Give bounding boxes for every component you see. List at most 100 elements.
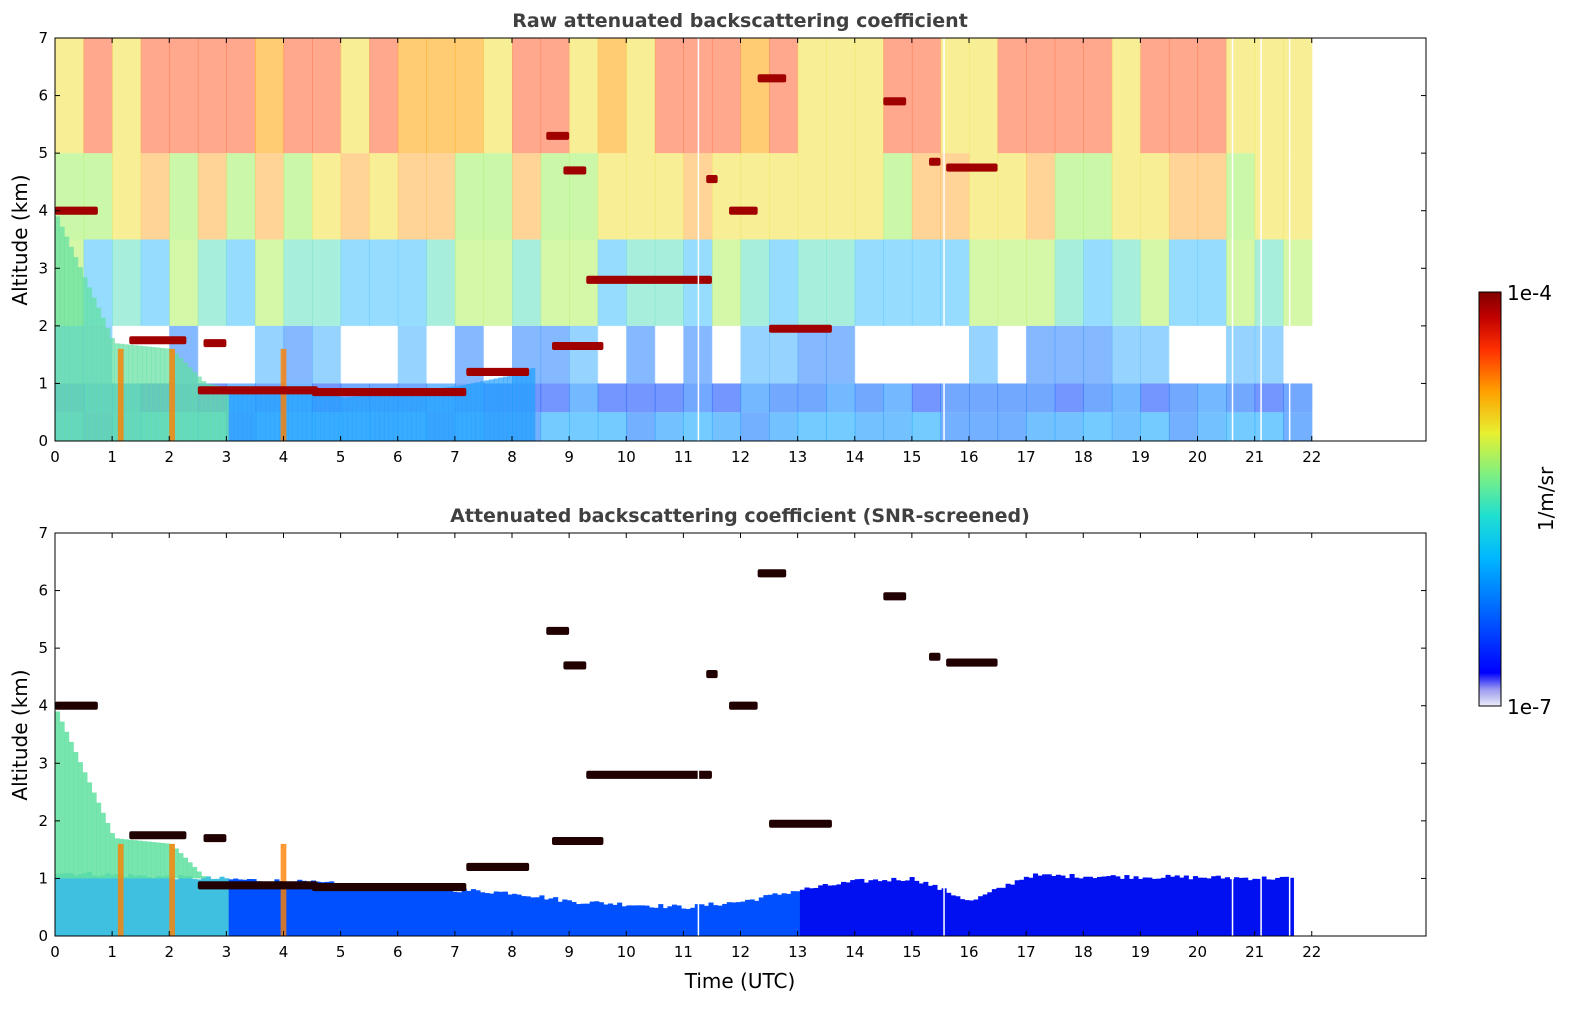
x-tick-label: 19: [1131, 448, 1150, 466]
signal-band: [55, 38, 1313, 154]
x-tick-label: 19: [1131, 943, 1150, 961]
cloud-layer: [729, 701, 758, 710]
y-tick-label: 6: [38, 582, 48, 600]
aerosol-streak: [280, 843, 287, 936]
colorbar-min-label: 1e-7: [1507, 695, 1552, 719]
cloud-layer: [551, 836, 604, 846]
cloud-layer: [466, 367, 530, 376]
cloud-layer: [55, 701, 98, 710]
x-tick-label: 0: [50, 448, 60, 466]
y-tick-label: 6: [38, 87, 48, 105]
y-axis-label: Altitude (km): [8, 669, 32, 800]
cloud-layer: [929, 652, 941, 661]
y-axis-label: Altitude (km): [8, 174, 32, 305]
aerosol-streak: [169, 348, 175, 441]
y-tick-label: 3: [38, 754, 48, 772]
x-tick-label: 5: [336, 448, 346, 466]
x-tick-label: 21: [1245, 943, 1264, 961]
cloud-layer: [546, 131, 570, 140]
x-tick-label: 6: [393, 448, 403, 466]
y-tick-label: 0: [38, 432, 48, 450]
x-tick-label: 2: [164, 943, 174, 961]
cloud-layer: [312, 883, 467, 892]
backscatter-image: [55, 533, 1294, 936]
x-tick-label: 15: [902, 448, 921, 466]
x-tick-label: 21: [1245, 448, 1264, 466]
aerosol-streak: [169, 843, 175, 936]
x-tick-label: 16: [959, 943, 978, 961]
x-tick-label: 10: [617, 448, 636, 466]
x-tick-label: 6: [393, 943, 403, 961]
panel-title: Attenuated backscattering coefficient (S…: [450, 505, 1030, 527]
x-tick-label: 7: [450, 943, 460, 961]
cloud-layer: [551, 341, 604, 351]
x-tick-label: 17: [1017, 448, 1036, 466]
x-tick-label: 4: [279, 448, 289, 466]
snr-screened-panel: Attenuated backscattering coefficient (S…: [8, 505, 1427, 993]
y-tick-label: 1: [38, 374, 48, 392]
x-tick-label: 7: [450, 448, 460, 466]
y-axis: 0 1 2 3 4 5 6 7: [38, 524, 1426, 945]
colorbar-unit-label: 1/m/sr: [1534, 466, 1558, 531]
x-tick-label: 9: [564, 448, 574, 466]
y-tick-label: 7: [38, 524, 48, 542]
signal-band: [55, 325, 1313, 384]
x-tick-label: 22: [1302, 448, 1321, 466]
data-gap: [697, 38, 700, 441]
data-gap: [943, 38, 945, 441]
x-tick-label: 13: [788, 448, 807, 466]
colorbar-gradient: [1478, 291, 1502, 707]
x-tick-label: 3: [222, 943, 232, 961]
raw-backscatter-panel: Raw attenuated backscattering coefficien…: [8, 10, 1427, 466]
data-gap: [1288, 38, 1291, 441]
panel-title: Raw attenuated backscattering coefficien…: [512, 10, 968, 32]
cloud-layer: [946, 658, 998, 667]
y-tick-label: 4: [38, 202, 48, 220]
cloud-layer: [203, 834, 227, 843]
y-tick-label: 3: [38, 259, 48, 277]
y-tick-label: 5: [38, 144, 48, 162]
plot-frame: [54, 532, 1427, 937]
x-tick-label: 18: [1074, 448, 1093, 466]
cloud-layer: [883, 97, 907, 106]
data-gap: [943, 533, 945, 936]
boundary-layer: [55, 711, 207, 879]
x-tick-label: 0: [50, 943, 60, 961]
cloud-layer: [883, 592, 907, 601]
cloud-layer: [586, 770, 712, 779]
cloud-layer: [312, 388, 467, 397]
cloud-layer: [563, 166, 587, 175]
x-tick-label: 8: [507, 943, 517, 961]
cloud-layer: [197, 881, 318, 890]
data-gap: [697, 533, 700, 936]
y-tick-label: 2: [38, 317, 48, 335]
y-tick-label: 7: [38, 29, 48, 47]
cloud-layer: [563, 661, 587, 670]
cloud-layer: [769, 819, 832, 828]
data-gap: [1231, 38, 1234, 441]
cloud-layer: [197, 386, 318, 395]
x-tick-label: 12: [731, 943, 750, 961]
cloud-layer: [706, 175, 718, 184]
aerosol-streak: [117, 843, 124, 936]
data-gap: [1260, 38, 1262, 441]
x-tick-label: 15: [902, 943, 921, 961]
x-tick-label: 11: [674, 448, 693, 466]
cloud-layer: [466, 862, 530, 871]
x-tick-label: 13: [788, 943, 807, 961]
data-gap: [1231, 533, 1234, 936]
cloud-layer: [946, 163, 998, 172]
aerosol-streak: [280, 348, 287, 441]
y-tick-label: 0: [38, 927, 48, 945]
x-tick-label: 3: [222, 448, 232, 466]
cloud-layer: [729, 206, 758, 215]
x-tick-label: 22: [1302, 943, 1321, 961]
y-tick-label: 2: [38, 812, 48, 830]
x-tick-label: 17: [1017, 943, 1036, 961]
cloud-layer: [769, 324, 832, 333]
x-tick-label: 8: [507, 448, 517, 466]
cloud-layer: [55, 206, 98, 215]
colorbar-max-label: 1e-4: [1507, 281, 1552, 305]
x-tick-label: 10: [617, 943, 636, 961]
